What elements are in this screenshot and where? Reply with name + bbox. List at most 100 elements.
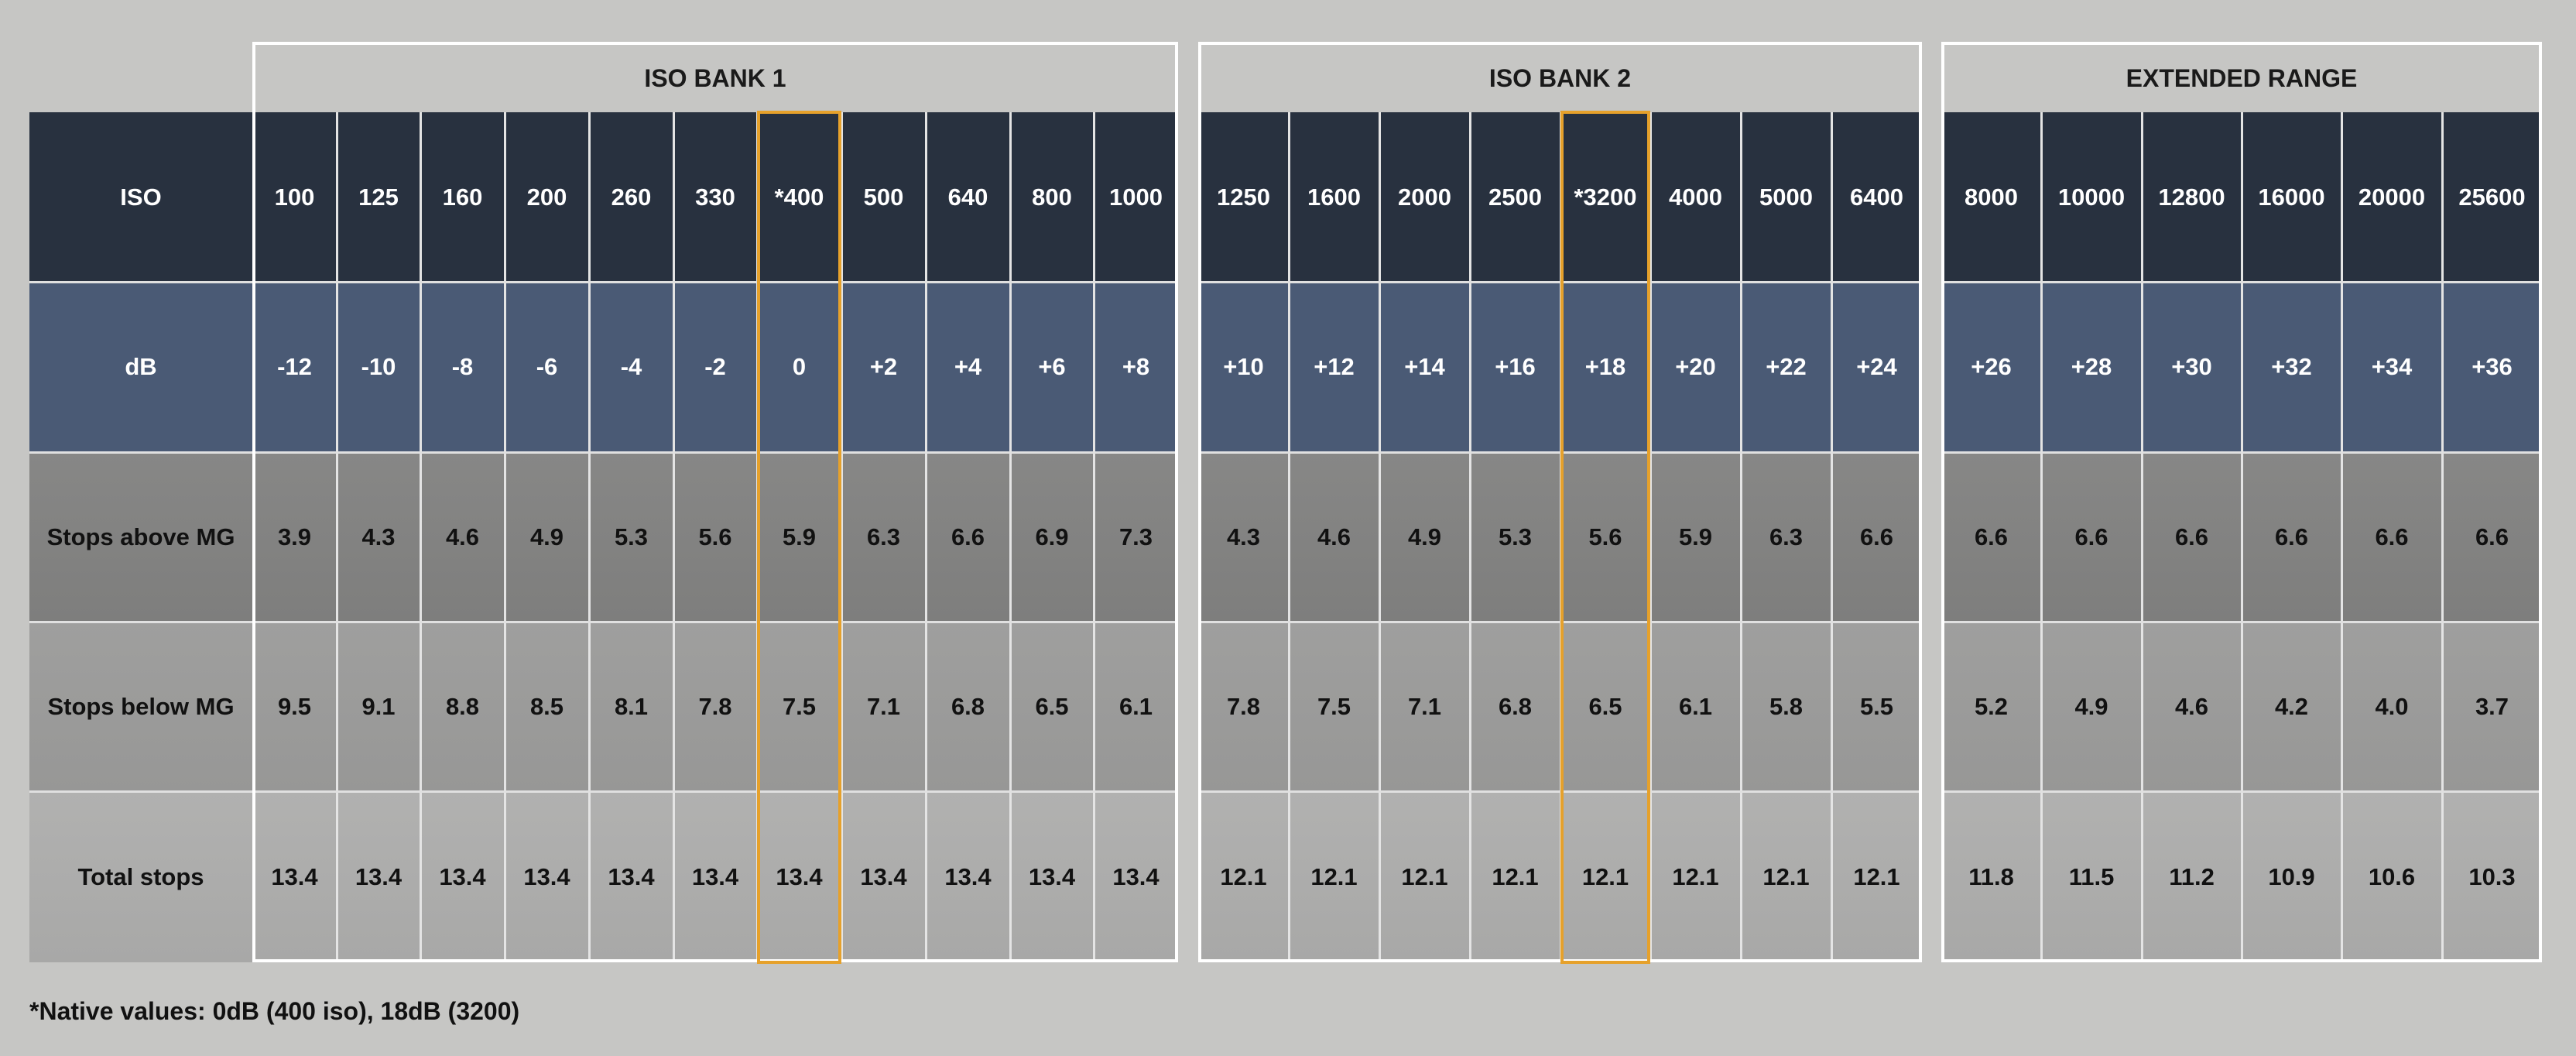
row-divider xyxy=(252,451,1178,454)
cell-total-stops: 11.2 xyxy=(2142,791,2242,962)
column-divider xyxy=(1740,112,1742,962)
column-divider xyxy=(2141,112,2143,962)
cell-db: +6 xyxy=(1010,282,1094,452)
column-divider xyxy=(925,112,927,962)
row-divider xyxy=(252,621,1178,623)
row-divider xyxy=(29,790,252,793)
cell-stops-above-mg: 4.6 xyxy=(420,452,505,622)
cell-iso: 160 xyxy=(420,112,505,282)
column-divider xyxy=(1831,112,1833,962)
cell-total-stops: 11.5 xyxy=(2041,791,2142,962)
cell-iso: 6400 xyxy=(1831,112,1922,282)
row-divider xyxy=(1198,451,1922,454)
cell-stops-above-mg: 5.6 xyxy=(1560,452,1650,622)
cell-total-stops: 12.1 xyxy=(1198,791,1289,962)
cell-db: -6 xyxy=(505,282,589,452)
cell-total-stops: 12.1 xyxy=(1831,791,1922,962)
cell-stops-below-mg: 6.1 xyxy=(1094,622,1178,791)
cell-iso: 1600 xyxy=(1289,112,1379,282)
cell-db: -2 xyxy=(673,282,757,452)
cell-stops-above-mg: 7.3 xyxy=(1094,452,1178,622)
cell-db: +14 xyxy=(1379,282,1470,452)
cell-db: -8 xyxy=(420,282,505,452)
cell-stops-below-mg: 4.0 xyxy=(2341,622,2442,791)
cell-total-stops: 10.3 xyxy=(2442,791,2542,962)
cell-total-stops: 13.4 xyxy=(420,791,505,962)
cell-stops-below-mg: 6.5 xyxy=(1560,622,1650,791)
column-divider xyxy=(841,112,843,962)
cell-stops-below-mg: 4.6 xyxy=(2142,622,2242,791)
cell-stops-below-mg: 6.8 xyxy=(926,622,1010,791)
cell-stops-below-mg: 8.1 xyxy=(589,622,673,791)
cell-total-stops: 12.1 xyxy=(1560,791,1650,962)
row-divider xyxy=(1198,281,1922,283)
cell-stops-above-mg: 6.6 xyxy=(1831,452,1922,622)
cell-db: +16 xyxy=(1470,282,1560,452)
cell-stops-below-mg: 7.1 xyxy=(1379,622,1470,791)
cell-stops-above-mg: 6.9 xyxy=(1010,452,1094,622)
cell-db: +8 xyxy=(1094,282,1178,452)
cell-iso: 100 xyxy=(252,112,337,282)
row-divider xyxy=(252,281,1178,283)
row-divider xyxy=(252,790,1178,793)
cell-iso: 200 xyxy=(505,112,589,282)
cell-db: +28 xyxy=(2041,282,2142,452)
cell-iso: 125 xyxy=(337,112,420,282)
row-label-iso: ISO xyxy=(29,112,252,282)
cell-iso: 2000 xyxy=(1379,112,1470,282)
cell-stops-below-mg: 7.5 xyxy=(1289,622,1379,791)
cell-iso: 20000 xyxy=(2341,112,2442,282)
cell-stops-above-mg: 4.9 xyxy=(1379,452,1470,622)
cell-stops-below-mg: 6.5 xyxy=(1010,622,1094,791)
cell-stops-above-mg: 6.6 xyxy=(926,452,1010,622)
cell-stops-below-mg: 5.2 xyxy=(1941,622,2041,791)
cell-db: -10 xyxy=(337,282,420,452)
cell-db: +22 xyxy=(1741,282,1831,452)
cell-total-stops: 13.4 xyxy=(1010,791,1094,962)
group-header: EXTENDED RANGE xyxy=(1941,42,2542,112)
cell-db: 0 xyxy=(757,282,841,452)
row-divider xyxy=(1198,621,1922,623)
cell-stops-below-mg: 7.1 xyxy=(841,622,926,791)
footnote: *Native values: 0dB (400 iso), 18dB (320… xyxy=(29,997,520,1025)
cell-stops-above-mg: 6.3 xyxy=(1741,452,1831,622)
cell-iso: 4000 xyxy=(1650,112,1741,282)
column-divider xyxy=(2241,112,2243,962)
cell-iso: *3200 xyxy=(1560,112,1650,282)
cell-db: -12 xyxy=(252,282,337,452)
cell-total-stops: 12.1 xyxy=(1379,791,1470,962)
cell-stops-above-mg: 3.9 xyxy=(252,452,337,622)
column-divider xyxy=(588,112,591,962)
cell-db: +18 xyxy=(1560,282,1650,452)
cell-stops-below-mg: 4.2 xyxy=(2242,622,2341,791)
cell-stops-below-mg: 9.1 xyxy=(337,622,420,791)
cell-iso: 25600 xyxy=(2442,112,2542,282)
cell-stops-below-mg: 7.8 xyxy=(1198,622,1289,791)
cell-stops-above-mg: 6.6 xyxy=(2041,452,2142,622)
cell-iso: 10000 xyxy=(2041,112,2142,282)
cell-total-stops: 13.4 xyxy=(252,791,337,962)
cell-stops-above-mg: 5.3 xyxy=(1470,452,1560,622)
cell-total-stops: 13.4 xyxy=(673,791,757,962)
column-divider xyxy=(2441,112,2444,962)
group-header: ISO BANK 1 xyxy=(252,42,1178,112)
cell-db: +32 xyxy=(2242,282,2341,452)
cell-stops-below-mg: 5.5 xyxy=(1831,622,1922,791)
row-divider xyxy=(29,281,252,283)
cell-stops-above-mg: 4.3 xyxy=(337,452,420,622)
cell-stops-above-mg: 5.3 xyxy=(589,452,673,622)
cell-total-stops: 12.1 xyxy=(1650,791,1741,962)
column-divider xyxy=(1649,112,1652,962)
cell-iso: 800 xyxy=(1010,112,1094,282)
cell-stops-above-mg: 5.9 xyxy=(757,452,841,622)
cell-total-stops: 13.4 xyxy=(841,791,926,962)
cell-stops-below-mg: 9.5 xyxy=(252,622,337,791)
row-divider xyxy=(1941,621,2542,623)
cell-stops-above-mg: 4.3 xyxy=(1198,452,1289,622)
cell-stops-below-mg: 5.8 xyxy=(1741,622,1831,791)
cell-stops-below-mg: 7.5 xyxy=(757,622,841,791)
cell-db: -4 xyxy=(589,282,673,452)
column-divider xyxy=(1009,112,1012,962)
cell-stops-above-mg: 5.9 xyxy=(1650,452,1741,622)
